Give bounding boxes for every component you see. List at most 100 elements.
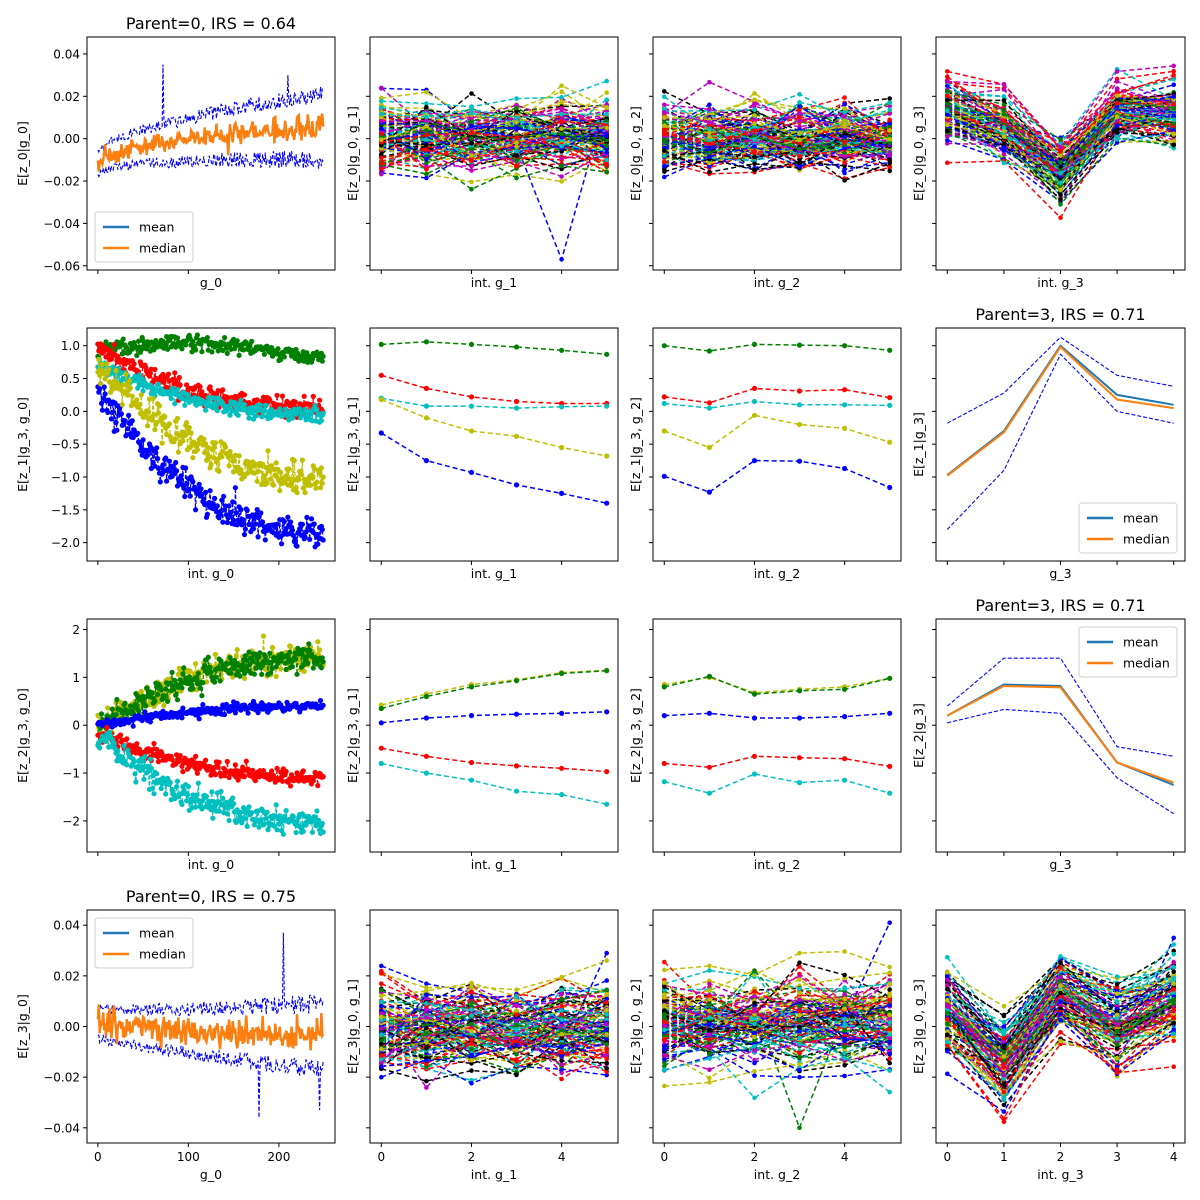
data-point	[267, 397, 273, 403]
data-point	[1114, 93, 1120, 99]
data-point	[299, 521, 305, 527]
data-point	[187, 493, 193, 499]
data-point	[751, 398, 758, 405]
data-point	[177, 477, 183, 484]
data-point	[1114, 101, 1120, 106]
data-point	[468, 469, 475, 475]
data-point	[513, 788, 520, 794]
data-point	[198, 341, 204, 347]
data-point	[320, 353, 326, 359]
series-line	[664, 130, 890, 158]
data-point	[105, 409, 111, 415]
legend-label-mean: mean	[139, 220, 174, 235]
series-line	[946, 110, 1174, 175]
data-point	[424, 167, 429, 172]
y-axis-label: E[z_1|g_3, g_2]	[628, 397, 643, 492]
data-point	[167, 780, 173, 786]
series-line	[946, 104, 1175, 174]
data-point	[226, 503, 232, 509]
data-point	[134, 397, 140, 403]
data-point	[751, 412, 758, 418]
data-point	[282, 478, 288, 484]
data-point	[424, 123, 429, 129]
data-point	[304, 514, 310, 521]
data-point	[274, 392, 280, 398]
data-point	[200, 680, 206, 686]
data-point	[604, 105, 609, 110]
data-point	[145, 423, 151, 429]
data-point	[237, 673, 243, 679]
data-point	[1171, 121, 1176, 126]
data-point	[277, 406, 283, 412]
data-point	[1114, 140, 1120, 145]
series-line	[381, 118, 607, 163]
data-point	[513, 398, 520, 405]
data-point	[945, 128, 950, 134]
data-point	[378, 760, 384, 767]
upper-band	[97, 64, 324, 154]
data-point	[294, 410, 300, 416]
data-point	[212, 391, 219, 398]
data-point	[469, 186, 474, 192]
data-point	[302, 490, 308, 496]
data-point	[194, 447, 200, 453]
data-point	[245, 766, 251, 772]
data-point	[207, 664, 213, 671]
series-line	[664, 93, 890, 120]
data-point	[173, 692, 179, 698]
data-point	[469, 110, 474, 116]
data-point	[163, 791, 169, 797]
data-point	[138, 392, 144, 398]
data-point	[468, 428, 475, 434]
series-line	[946, 105, 1174, 166]
data-point	[1001, 160, 1007, 166]
data-point	[220, 387, 226, 393]
data-point	[292, 536, 298, 542]
data-point	[378, 720, 384, 726]
data-point	[216, 759, 222, 765]
series-line	[664, 96, 891, 141]
series-line	[664, 120, 891, 154]
data-point	[513, 433, 520, 439]
data-point	[1171, 63, 1176, 69]
data-point	[196, 481, 202, 487]
data-point	[311, 814, 317, 820]
data-point	[514, 158, 519, 164]
data-point	[114, 696, 120, 703]
data-point	[559, 179, 564, 184]
data-point	[121, 743, 127, 749]
data-point	[752, 117, 757, 122]
data-point	[260, 413, 266, 419]
data-point	[293, 829, 299, 836]
data-point	[752, 91, 757, 96]
data-point	[187, 668, 193, 674]
data-point	[183, 465, 189, 471]
x-axis-label: g_3	[1049, 566, 1071, 581]
data-point	[290, 814, 296, 820]
data-point	[316, 817, 322, 824]
data-point	[945, 89, 950, 94]
series-line	[381, 100, 607, 118]
data-point	[212, 440, 219, 446]
axes-frame	[369, 36, 619, 271]
data-point	[273, 673, 279, 680]
data-point	[234, 647, 240, 653]
data-point	[224, 661, 230, 667]
data-point	[174, 468, 180, 474]
data-point	[887, 121, 892, 126]
data-point	[99, 361, 105, 367]
data-point	[424, 89, 429, 95]
data-point	[662, 106, 667, 111]
data-point	[707, 107, 712, 112]
data-point	[424, 142, 429, 148]
data-point	[1001, 102, 1007, 107]
data-point	[379, 119, 384, 124]
data-point	[469, 163, 474, 169]
data-point	[1171, 117, 1176, 123]
data-point	[468, 759, 475, 766]
data-point	[267, 650, 273, 656]
data-point	[1001, 82, 1007, 87]
data-point	[887, 484, 893, 491]
data-point	[299, 457, 305, 463]
